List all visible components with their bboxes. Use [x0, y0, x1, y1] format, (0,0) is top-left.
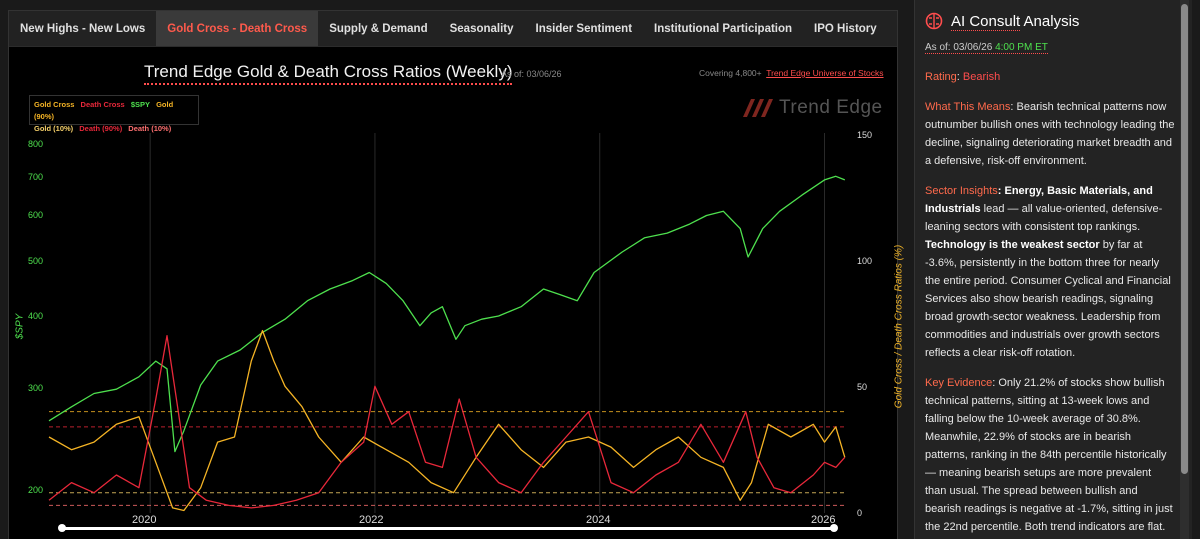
- left-tick: 300: [27, 383, 43, 393]
- legend-gold90[interactable]: Gold (90%): [34, 100, 174, 121]
- trend-edge-logo-icon: [743, 99, 773, 117]
- y-axis-right-label: Gold Cross / Death Cross Ratios (%): [893, 244, 905, 409]
- universe-link[interactable]: Trend Edge Universe of Stocks: [766, 68, 884, 78]
- tab-gold-cross-death-cross[interactable]: Gold Cross - Death Cross: [156, 11, 319, 46]
- chart-as-of: As of: 03/06/26: [501, 69, 562, 79]
- brain-icon: [925, 12, 943, 30]
- rating-label: Rating: [925, 71, 957, 83]
- left-tick: 500: [27, 256, 43, 266]
- watermark-text: Trend Edge: [779, 97, 883, 118]
- what-text: : Bearish technical patterns now outnumb…: [925, 101, 1175, 167]
- x-tick: 2024: [586, 514, 611, 526]
- legend-death10[interactable]: Death (10%): [128, 124, 172, 133]
- sector-bold-weakest: Technology is the weakest sector: [925, 239, 1100, 251]
- chart-title: Trend Edge Gold & Death Cross Ratios (We…: [144, 61, 513, 85]
- x-tick: 2022: [359, 514, 384, 526]
- series-line-death-cross: [48, 335, 846, 509]
- left-tick: 200: [27, 485, 43, 495]
- ai-consult-header: AI Consult Analysis: [925, 12, 1080, 31]
- key-evidence: Key Evidence: Only 21.2% of stocks show …: [925, 374, 1175, 536]
- rating-value: Bearish: [962, 71, 1001, 83]
- legend-death90[interactable]: Death (90%): [79, 124, 123, 133]
- range-slider[interactable]: [58, 524, 838, 532]
- legend-spy[interactable]: $SPY: [130, 100, 150, 109]
- consult-as-of: As of: 03/06/26 4:00 PM ET: [925, 42, 1048, 54]
- ai-consult-panel: AI Consult Analysis As of: 03/06/26 4:00…: [914, 0, 1192, 539]
- tab-ipo-history[interactable]: IPO History: [814, 23, 877, 35]
- left-tick: 600: [27, 210, 43, 220]
- sector-bold-leaders: : Energy, Basic Materials, and Industria…: [925, 185, 1153, 215]
- right-tick: 150: [857, 130, 873, 140]
- consult-as-of-date: As of: 03/06/26: [925, 42, 996, 53]
- right-tick: 100: [857, 256, 873, 266]
- chart-panel: New Highs - New Lows Gold Cross - Death …: [8, 10, 905, 539]
- covering-note: Covering 4,800+ Trend Edge Universe of S…: [699, 68, 884, 78]
- series-line-gold-cross: [48, 329, 846, 512]
- consult-scrollbar-thumb[interactable]: [1181, 4, 1188, 474]
- range-slider-end-handle[interactable]: [830, 524, 838, 532]
- rating-line: Rating: Bearish: [925, 71, 1001, 83]
- sector-insights: Sector Insights: Energy, Basic Materials…: [925, 182, 1175, 362]
- tab-supply-demand[interactable]: Supply & Demand: [329, 23, 428, 35]
- x-tick: 2020: [132, 514, 157, 526]
- legend-death-cross[interactable]: Death Cross: [80, 100, 125, 109]
- series-line-spy: [48, 175, 846, 453]
- tab-bar: New Highs - New Lows Gold Cross - Death …: [9, 11, 897, 47]
- legend-gold-cross[interactable]: Gold Cross: [34, 100, 75, 109]
- sector-text-1: lead — all value-oriented, defensive-lea…: [925, 203, 1163, 233]
- right-tick: 50: [857, 382, 868, 392]
- covering-prefix: Covering 4,800+: [699, 68, 762, 78]
- chart-legend: Gold Cross Death Cross $SPY Gold (90%) G…: [29, 95, 199, 133]
- trend-edge-watermark: Trend Edge: [739, 97, 883, 119]
- right-tick: 0: [857, 508, 863, 518]
- consult-as-of-time: 4:00 PM ET: [995, 42, 1048, 53]
- x-tick: 2026: [811, 514, 836, 526]
- tab-insider-sentiment[interactable]: Insider Sentiment: [535, 23, 633, 35]
- ai-consult-title-ai: AI Consult: [951, 12, 1021, 31]
- what-label: What This Means: [925, 101, 1011, 113]
- ai-consult-title: AI Consult Analysis: [951, 12, 1080, 31]
- key-label: Key Evidence: [925, 377, 993, 389]
- chart-svg[interactable]: [9, 11, 897, 539]
- consult-scrollbar[interactable]: [1180, 0, 1189, 539]
- legend-gold10[interactable]: Gold (10%): [34, 124, 74, 133]
- range-slider-start-handle[interactable]: [58, 524, 66, 532]
- left-tick: 800: [27, 139, 43, 149]
- key-text: : Only 21.2% of stocks show bullish tech…: [925, 377, 1173, 533]
- left-tick: 700: [27, 172, 43, 182]
- what-this-means: What This Means: Bearish technical patte…: [925, 98, 1175, 170]
- ai-consult-title-rest: Analysis: [1020, 12, 1080, 30]
- tab-seasonality[interactable]: Seasonality: [449, 23, 514, 35]
- consult-body: Rating: Bearish What This Means: Bearish…: [925, 68, 1175, 539]
- sector-label: Sector Insights: [925, 185, 998, 197]
- tab-new-highs-new-lows[interactable]: New Highs - New Lows: [20, 23, 146, 35]
- sector-text-2: by far at -3.6%, persistently in the bot…: [925, 239, 1171, 359]
- tab-institutional-participation[interactable]: Institutional Participation: [654, 23, 793, 35]
- left-tick: 400: [27, 311, 43, 321]
